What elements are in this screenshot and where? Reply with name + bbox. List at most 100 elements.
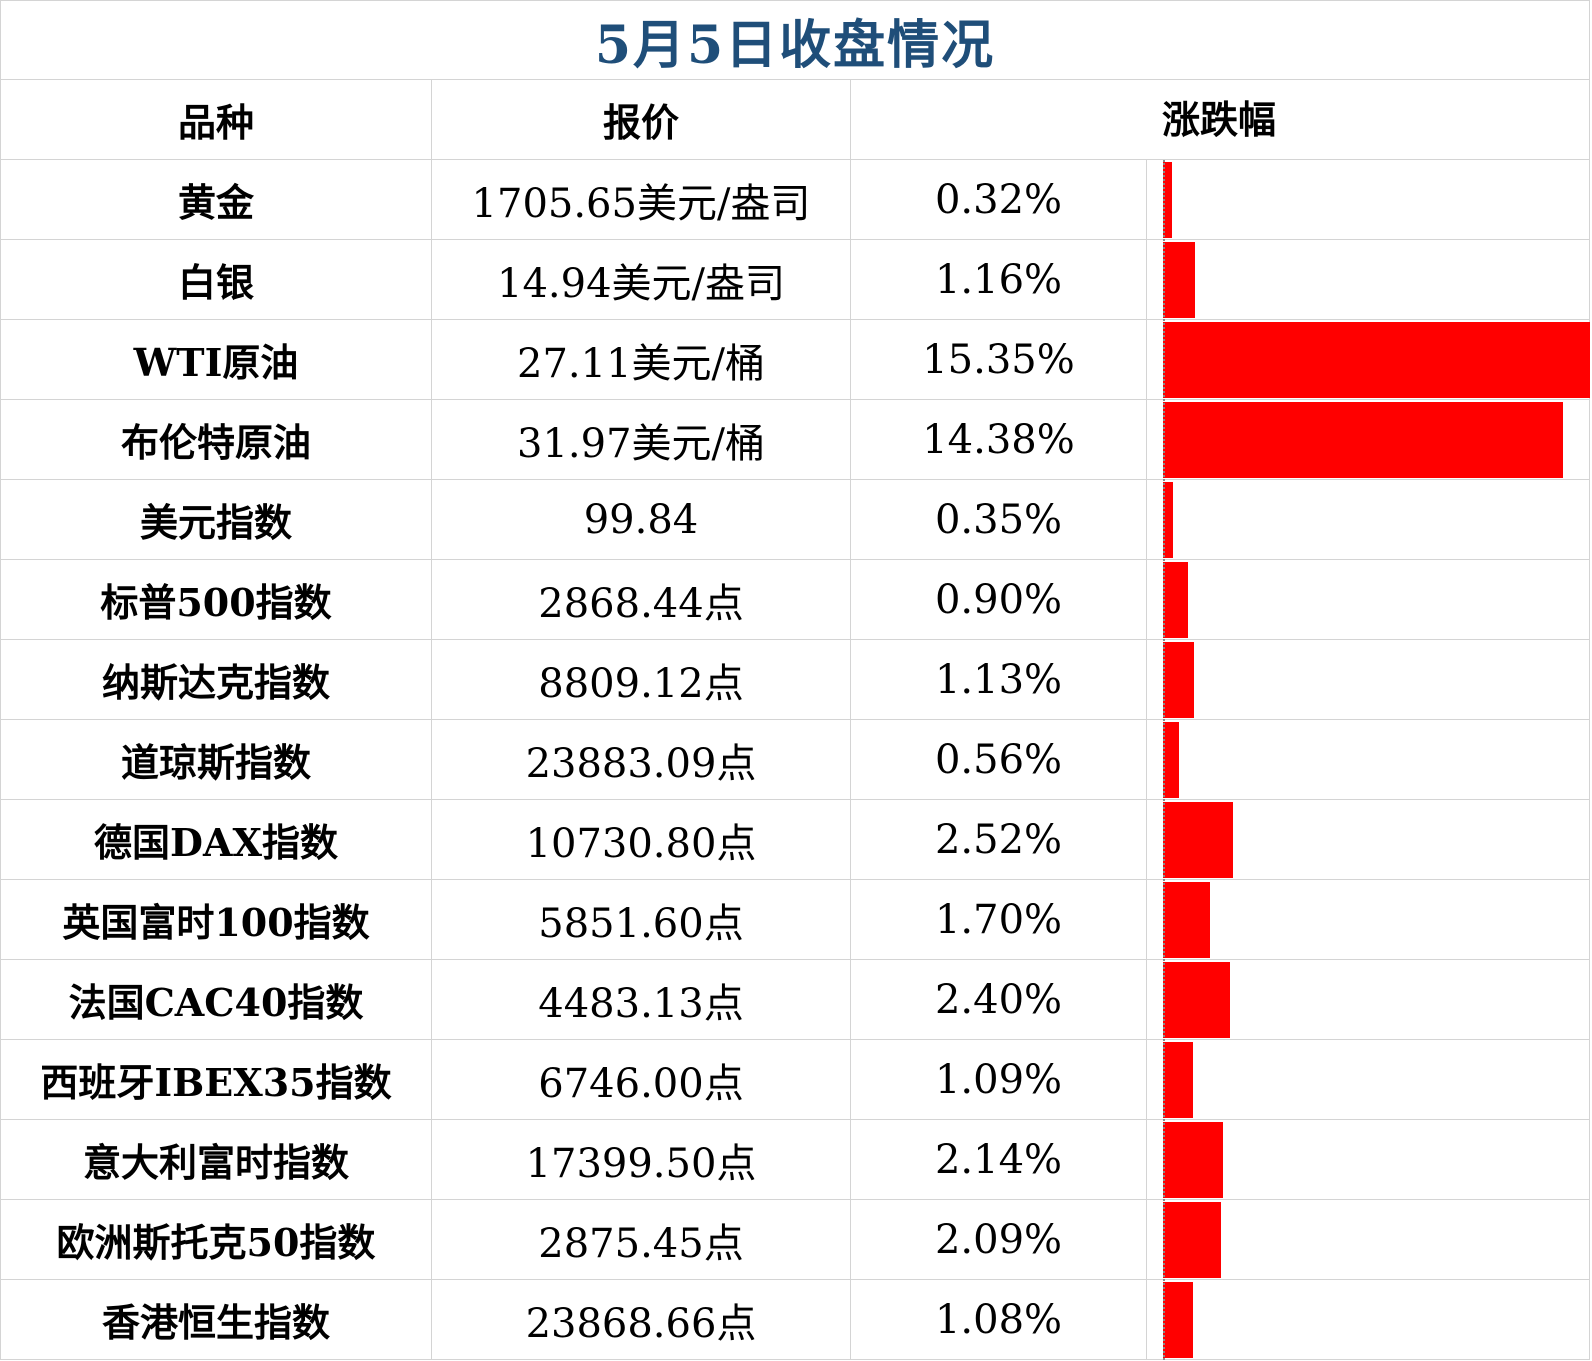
row-name: 道琼斯指数 [0,720,432,800]
row-change-label: 1.08% [851,1280,1147,1360]
row-name: 香港恒生指数 [0,1280,432,1360]
row-change-label: 2.14% [851,1120,1147,1200]
row-bar-cell [1147,720,1590,800]
row-name: 黄金 [0,160,432,240]
table-row: 德国DAX指数 10730.80点 2.52% [0,800,1590,880]
table-row: 香港恒生指数 23868.66点 1.08% [0,1280,1590,1360]
change-bar [1163,1042,1193,1118]
row-bar-cell [1147,480,1590,560]
row-price: 4483.13点 [432,960,851,1040]
table-row: 意大利富时指数 17399.50点 2.14% [0,1120,1590,1200]
row-bar-area [1163,562,1590,638]
row-change-label: 15.35% [851,320,1147,400]
change-bar [1163,962,1230,1038]
header-change-spacer [851,80,1147,160]
row-price: 23868.66点 [432,1280,851,1360]
row-name: 意大利富时指数 [0,1120,432,1200]
table-row: 法国CAC40指数 4483.13点 2.40% [0,960,1590,1040]
row-price: 14.94美元/盎司 [432,240,851,320]
row-name: 德国DAX指数 [0,800,432,880]
row-price: 23883.09点 [432,720,851,800]
change-bar [1163,1282,1193,1358]
change-bar [1163,482,1173,558]
row-change-label: 1.70% [851,880,1147,960]
table-row: 布伦特原油 31.97美元/桶 14.38% [0,400,1590,480]
row-bar-area [1163,882,1590,958]
row-change-label: 2.09% [851,1200,1147,1280]
row-bar-cell [1147,560,1590,640]
row-change-label: 1.16% [851,240,1147,320]
row-price: 1705.65美元/盎司 [432,160,851,240]
change-bar [1163,1122,1223,1198]
row-bar-cell [1147,640,1590,720]
row-price: 17399.50点 [432,1120,851,1200]
row-bar-cell [1147,240,1590,320]
table-row: 英国富时100指数 5851.60点 1.70% [0,880,1590,960]
row-bar-cell [1147,1280,1590,1360]
bar-axis-line [1163,160,1165,1360]
row-name: 标普500指数 [0,560,432,640]
row-name: 欧洲斯托克50指数 [0,1200,432,1280]
row-change-label: 1.13% [851,640,1147,720]
row-price: 99.84 [432,480,851,560]
row-bar-area [1163,482,1590,558]
row-bar-cell [1147,800,1590,880]
table-title: 5月5日收盘情况 [0,0,1590,80]
row-price: 8809.12点 [432,640,851,720]
row-bar-cell [1147,160,1590,240]
change-bar [1163,722,1179,798]
row-price: 2875.45点 [432,1200,851,1280]
change-bar [1163,1202,1221,1278]
row-bar-area [1163,402,1590,478]
row-name: 法国CAC40指数 [0,960,432,1040]
change-bar [1163,402,1563,478]
row-bar-area [1163,242,1590,318]
row-change-label: 1.09% [851,1040,1147,1120]
row-name: 西班牙IBEX35指数 [0,1040,432,1120]
row-bar-area [1163,642,1590,718]
header-bar-spacer [1147,80,1590,160]
change-bar [1163,642,1194,718]
row-price: 10730.80点 [432,800,851,880]
change-bar [1163,802,1233,878]
row-change-label: 14.38% [851,400,1147,480]
row-bar-area [1163,1122,1590,1198]
table-row: 纳斯达克指数 8809.12点 1.13% [0,640,1590,720]
row-price: 31.97美元/桶 [432,400,851,480]
row-price: 6746.00点 [432,1040,851,1120]
row-change-label: 2.40% [851,960,1147,1040]
change-bar [1163,162,1172,238]
row-bar-cell [1147,1040,1590,1120]
table-row: 西班牙IBEX35指数 6746.00点 1.09% [0,1040,1590,1120]
table-row: 欧洲斯托克50指数 2875.45点 2.09% [0,1200,1590,1280]
table-row: 道琼斯指数 23883.09点 0.56% [0,720,1590,800]
row-bar-area [1163,1042,1590,1118]
row-bar-area [1163,1202,1590,1278]
row-change-label: 2.52% [851,800,1147,880]
row-change-label: 0.90% [851,560,1147,640]
row-name: 布伦特原油 [0,400,432,480]
change-bar [1163,562,1188,638]
table-row: 美元指数 99.84 0.35% [0,480,1590,560]
table-row: 白银 14.94美元/盎司 1.16% [0,240,1590,320]
row-change-label: 0.32% [851,160,1147,240]
change-bar [1163,882,1210,958]
row-bar-cell [1147,960,1590,1040]
table-row: 标普500指数 2868.44点 0.90% [0,560,1590,640]
change-bar [1163,242,1195,318]
row-name: 英国富时100指数 [0,880,432,960]
row-change-label: 0.56% [851,720,1147,800]
header-name: 品种 [0,80,432,160]
row-price: 2868.44点 [432,560,851,640]
header-change: 涨跌幅 [1162,97,1277,142]
row-name: 纳斯达克指数 [0,640,432,720]
row-bar-area [1163,962,1590,1038]
row-bar-area [1163,722,1590,798]
row-bar-cell [1147,1200,1590,1280]
row-bar-cell [1147,400,1590,480]
table-row: 黄金 1705.65美元/盎司 0.32% [0,160,1590,240]
row-name: WTI原油 [0,320,432,400]
row-price: 27.11美元/桶 [432,320,851,400]
row-bar-cell [1147,320,1590,400]
